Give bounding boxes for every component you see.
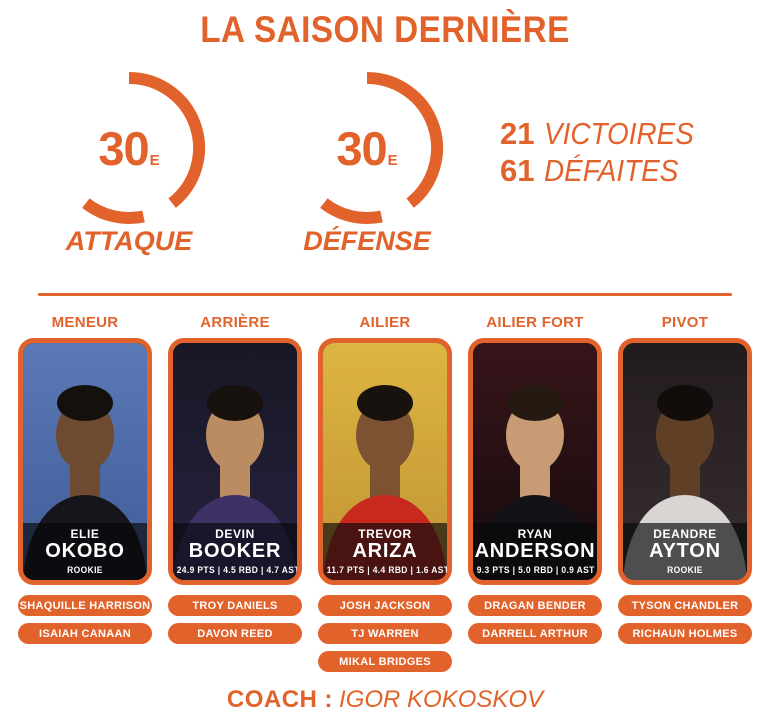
- starter-player-card: ELIE OKOBO ROOKIE: [18, 338, 152, 585]
- defense-gauge-label: DÉFENSE: [303, 226, 431, 256]
- section-divider: [38, 293, 732, 296]
- backup-player-pill: TYSON CHANDLER: [618, 595, 752, 616]
- position-column: PIVOT DEANDRE AYTON ROOKIE TYSON CHANDLE…: [618, 312, 752, 672]
- player-name-band: TREVOR ARIZA 11.7 PTS | 4.4 RBD | 1.6 AS…: [323, 523, 447, 580]
- player-first-name: ELIE: [70, 527, 100, 541]
- starter-player-card: DEANDRE AYTON ROOKIE: [618, 338, 752, 585]
- backup-player-pill: SHAQUILLE HARRISON: [18, 595, 152, 616]
- backup-player-pill: TROY DANIELS: [168, 595, 302, 616]
- backup-player-pill: DARRELL ARTHUR: [468, 623, 602, 644]
- backup-player-pill: TJ WARREN: [318, 623, 452, 644]
- player-detail: ROOKIE: [67, 565, 103, 575]
- position-label: PIVOT: [661, 314, 709, 331]
- gauge-arc-icon: [82, 72, 206, 224]
- losses-label: DÉFAITES: [544, 153, 679, 188]
- coach-name: IGOR KOKOSKOV: [339, 686, 544, 713]
- player-first-name: DEVIN: [215, 527, 255, 541]
- player-first-name: DEANDRE: [653, 527, 717, 541]
- player-detail: 11.7 PTS | 4.4 RBD | 1.6 AST: [326, 565, 450, 575]
- player-last-name: ANDERSON: [474, 540, 596, 562]
- starter-player-card: DEVIN BOOKER 24.9 PTS | 4.5 RBD | 4.7 AS…: [168, 338, 302, 585]
- backup-player-pill: RICHAUN HOLMES: [618, 623, 752, 644]
- season-record: 21 VICTOIRES 61 DÉFAITES: [500, 116, 711, 190]
- wins-number: 21: [500, 116, 535, 151]
- gauge-arc-icon: [320, 72, 444, 224]
- position-column: MENEUR ELIE OKOBO ROOKIE SHAQUILLE HARRI…: [18, 312, 152, 672]
- backup-list: JOSH JACKSON TJ WARREN MIKAL BRIDGES: [318, 595, 452, 672]
- attack-gauge-label: ATTAQUE: [65, 226, 193, 256]
- wins-row: 21 VICTOIRES: [500, 116, 711, 153]
- position-column: AILIER FORT RYAN ANDERSON 9.3 PTS | 5.0 …: [468, 312, 602, 672]
- rank-number: 30: [98, 121, 149, 175]
- coach-line: COACH : IGOR KOKOSKOV: [0, 686, 770, 714]
- player-first-name: RYAN: [517, 527, 553, 541]
- player-name-band: DEANDRE AYTON ROOKIE: [623, 523, 747, 580]
- player-last-name: ARIZA: [352, 540, 418, 562]
- rank-number: 30: [336, 121, 387, 175]
- starter-player-card: RYAN ANDERSON 9.3 PTS | 5.0 RBD | 0.9 AS…: [468, 338, 602, 585]
- wins-label: VICTOIRES: [544, 116, 695, 151]
- rank-suffix: E: [149, 151, 160, 169]
- backup-player-pill: DRAGAN BENDER: [468, 595, 602, 616]
- player-last-name: AYTON: [649, 540, 721, 562]
- player-first-name: TREVOR: [358, 527, 412, 541]
- defense-rank-gauge: 30E: [287, 68, 447, 228]
- positions-row: MENEUR ELIE OKOBO ROOKIE SHAQUILLE HARRI…: [18, 312, 752, 672]
- backup-list: TYSON CHANDLER RICHAUN HOLMES: [618, 595, 752, 644]
- backup-player-pill: JOSH JACKSON: [318, 595, 452, 616]
- player-name-band: RYAN ANDERSON 9.3 PTS | 5.0 RBD | 0.9 AS…: [473, 523, 597, 580]
- starter-player-card: TREVOR ARIZA 11.7 PTS | 4.4 RBD | 1.6 AS…: [318, 338, 452, 585]
- backup-player-pill: ISAIAH CANAAN: [18, 623, 152, 644]
- player-last-name: BOOKER: [188, 540, 282, 562]
- position-label: AILIER: [359, 314, 411, 331]
- losses-row: 61 DÉFAITES: [500, 153, 711, 190]
- player-detail: 24.9 PTS | 4.5 RBD | 4.7 AST: [176, 565, 300, 575]
- coach-prefix: COACH :: [226, 686, 334, 713]
- attack-rank-gauge: 30E: [49, 68, 209, 228]
- backup-list: DRAGAN BENDER DARRELL ARTHUR: [468, 595, 602, 644]
- position-label: MENEUR: [51, 314, 119, 331]
- rank-suffix: E: [387, 151, 398, 169]
- attack-rank-value: 30E: [49, 68, 209, 228]
- backup-list: SHAQUILLE HARRISON ISAIAH CANAAN: [18, 595, 152, 644]
- player-detail: 9.3 PTS | 5.0 RBD | 0.9 AST: [476, 565, 595, 575]
- position-label: AILIER FORT: [486, 314, 584, 331]
- player-detail: ROOKIE: [667, 565, 703, 575]
- player-last-name: OKOBO: [45, 540, 125, 562]
- player-name-band: ELIE OKOBO ROOKIE: [23, 523, 147, 580]
- player-name-band: DEVIN BOOKER 24.9 PTS | 4.5 RBD | 4.7 AS…: [173, 523, 297, 580]
- backup-player-pill: MIKAL BRIDGES: [318, 651, 452, 672]
- backup-player-pill: DAVON REED: [168, 623, 302, 644]
- position-label: ARRIÈRE: [200, 314, 270, 331]
- defense-rank-value: 30E: [287, 68, 447, 228]
- losses-number: 61: [500, 153, 535, 188]
- infographic-title: LA SAISON DERNIÈRE: [200, 9, 570, 50]
- backup-list: TROY DANIELS DAVON REED: [168, 595, 302, 644]
- position-column: ARRIÈRE DEVIN BOOKER 24.9 PTS | 4.5 RBD …: [168, 312, 302, 672]
- position-column: AILIER TREVOR ARIZA 11.7 PTS | 4.4 RBD |…: [318, 312, 452, 672]
